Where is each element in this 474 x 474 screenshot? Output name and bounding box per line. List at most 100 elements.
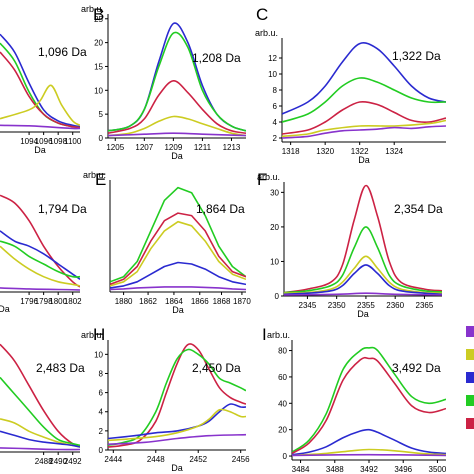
x-tick-label: 1322 [351, 147, 369, 156]
series-line [110, 261, 246, 289]
x-tick-label: 2448 [147, 455, 165, 464]
mass-label: 1,096 Da [38, 45, 87, 59]
mass-label: 2,450 Da [192, 361, 241, 375]
panel-label: B [93, 5, 104, 24]
series-line [284, 292, 442, 296]
series-line [0, 194, 80, 288]
y-tick-label: 30 [270, 188, 279, 197]
y-axis-unit: arb.u. [267, 330, 290, 340]
y-axis-unit: arb.u. [81, 330, 104, 340]
legend-swatch [466, 372, 474, 383]
panel-label: C [256, 5, 268, 24]
series-line [0, 287, 80, 291]
x-tick-label: 2355 [357, 301, 375, 310]
series-line [282, 119, 446, 138]
y-tick-label: 6 [273, 102, 278, 111]
x-tick-label: 1094 [20, 137, 38, 146]
legend-swatch [466, 326, 474, 337]
y-tick-label: 6 [99, 389, 104, 398]
y-tick-label: 0 [99, 134, 104, 143]
series-group [0, 33, 80, 130]
series-line [282, 125, 446, 139]
x-tick-label: 1800 [49, 297, 67, 306]
x-tick-label: 1318 [282, 147, 300, 156]
x-tick-label: 2360 [386, 301, 404, 310]
y-tick-label: 2 [99, 427, 104, 436]
y-tick-label: 0 [275, 292, 280, 301]
x-tick-label: 2492 [64, 457, 82, 466]
series-line [0, 430, 80, 448]
y-tick-label: 40 [278, 399, 287, 408]
x-tick-label: 2350 [328, 301, 346, 310]
series-line [0, 124, 80, 130]
x-tick-label: 3492 [360, 465, 378, 474]
mass-label: 1,208 Da [192, 51, 241, 65]
chart-panel-9: 34843488349234963500020406080Daarb.u.3,4… [262, 325, 447, 474]
legend-swatch [466, 418, 474, 429]
x-tick-label: 1796 [20, 297, 38, 306]
y-tick-label: 60 [278, 373, 287, 382]
y-tick-label: 20 [270, 223, 279, 232]
y-tick-label: 20 [278, 426, 287, 435]
x-axis-label: Da [357, 309, 369, 319]
x-axis-label: Da [0, 304, 10, 314]
series-line [0, 33, 80, 128]
series-line [292, 428, 446, 456]
x-tick-label: 3496 [394, 465, 412, 474]
series-line [0, 240, 80, 278]
x-tick-label: 1096 [35, 137, 53, 146]
series-line [284, 255, 442, 294]
panel-label: F [257, 170, 267, 189]
x-tick-label: 2365 [416, 301, 434, 310]
x-tick-label: 1324 [385, 147, 403, 156]
y-tick-label: 15 [94, 62, 103, 71]
x-tick-label: 1862 [139, 297, 157, 306]
chart-panel-6: 2345 2350 2355 2360 2365 0 10 20 30 Da arb.u. 2,354… [257, 170, 443, 319]
y-tick-label: 4 [99, 408, 104, 417]
x-tick-label: 1870 [233, 297, 251, 306]
series-line [110, 186, 246, 283]
x-tick-label: 1868 [213, 297, 231, 306]
series-line [108, 22, 246, 132]
series-group [108, 22, 246, 137]
series-line [108, 408, 246, 442]
series-line [108, 343, 246, 448]
y-tick-label: 0 [99, 446, 104, 455]
series-line [0, 376, 80, 447]
series-line [292, 356, 446, 455]
x-tick-label: 1802 [64, 297, 82, 306]
x-tick-label: 2345 [299, 301, 317, 310]
series-line [0, 84, 80, 127]
y-tick-label: 20 [94, 39, 103, 48]
x-axis-label: Da [172, 305, 184, 315]
x-tick-label: 2456 [232, 455, 250, 464]
series-group [284, 184, 442, 296]
series-line [284, 184, 442, 294]
x-tick-label: 1211 [194, 143, 212, 152]
mass-label: 1,794 Da [38, 202, 87, 216]
series-line [0, 245, 80, 287]
x-axis-label: Da [171, 151, 183, 161]
chart-panel-2: 1205 1207 1209 1211 1213 0 5 10 15 20 25 Da arb.u. 1,… [81, 4, 246, 161]
x-tick-label: 1213 [223, 143, 241, 152]
series-line [108, 115, 246, 137]
series-group [110, 186, 246, 291]
y-tick-label: 4 [273, 118, 278, 127]
y-axis-unit: arb.u. [255, 28, 278, 38]
series-group [0, 194, 80, 291]
x-tick-label: 2490 [49, 457, 67, 466]
series-line [282, 42, 446, 115]
y-tick-label: 10 [270, 257, 279, 266]
series-line [108, 132, 246, 137]
x-tick-label: 3488 [326, 465, 344, 474]
x-tick-label: 2488 [35, 457, 53, 466]
series-line [292, 453, 446, 457]
x-tick-label: 1866 [191, 297, 209, 306]
x-tick-label: 1205 [106, 143, 124, 152]
y-tick-label: 10 [94, 350, 103, 359]
x-tick-label: 1798 [35, 297, 53, 306]
